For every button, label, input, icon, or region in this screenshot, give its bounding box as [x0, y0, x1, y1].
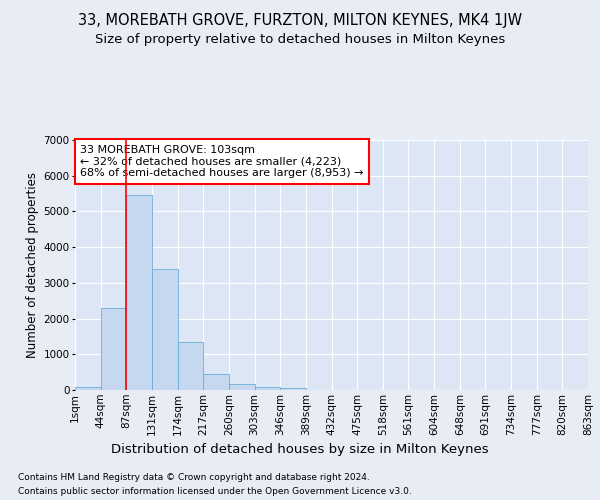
Bar — [229, 384, 254, 390]
Text: Size of property relative to detached houses in Milton Keynes: Size of property relative to detached ho… — [95, 32, 505, 46]
Text: Distribution of detached houses by size in Milton Keynes: Distribution of detached houses by size … — [111, 442, 489, 456]
Bar — [152, 268, 178, 390]
Bar — [101, 308, 127, 390]
Text: Contains public sector information licensed under the Open Government Licence v3: Contains public sector information licen… — [18, 488, 412, 496]
Bar — [127, 196, 152, 390]
Bar — [178, 342, 203, 390]
Bar — [254, 387, 280, 390]
Text: 33 MOREBATH GROVE: 103sqm
← 32% of detached houses are smaller (4,223)
68% of se: 33 MOREBATH GROVE: 103sqm ← 32% of detac… — [80, 145, 364, 178]
Text: Contains HM Land Registry data © Crown copyright and database right 2024.: Contains HM Land Registry data © Crown c… — [18, 472, 370, 482]
Bar — [280, 388, 306, 390]
Bar — [203, 374, 229, 390]
Bar — [75, 387, 101, 390]
Text: 33, MOREBATH GROVE, FURZTON, MILTON KEYNES, MK4 1JW: 33, MOREBATH GROVE, FURZTON, MILTON KEYN… — [78, 12, 522, 28]
Y-axis label: Number of detached properties: Number of detached properties — [26, 172, 39, 358]
